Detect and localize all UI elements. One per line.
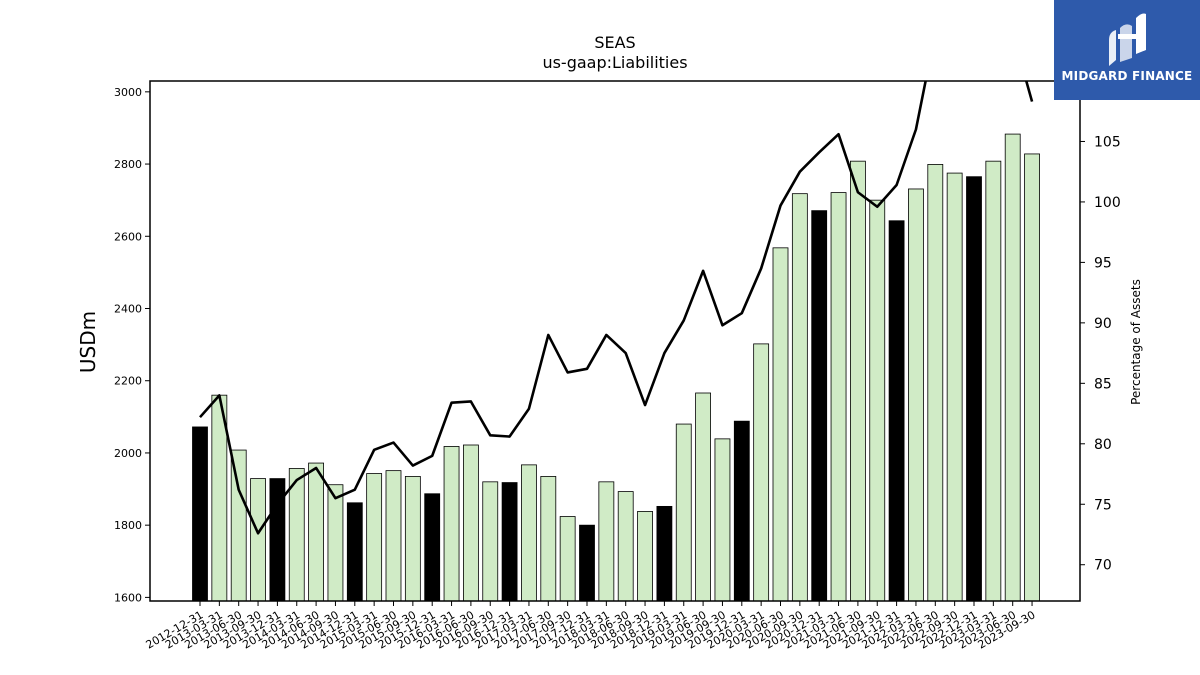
bar [714, 438, 731, 602]
bar [308, 462, 325, 602]
bar [230, 449, 247, 602]
midgard-finance-logo: MIDGARD FINANCE [1054, 0, 1200, 100]
line-layer [199, 81, 1034, 535]
bar [791, 193, 808, 602]
y2-tick-label: 105 [1094, 134, 1121, 150]
y2-tick-label: 100 [1094, 195, 1121, 211]
bar [559, 516, 576, 602]
bar [733, 420, 750, 602]
y-tick-label: 2200 [114, 375, 142, 388]
bar [385, 470, 402, 602]
bar [192, 426, 208, 602]
y2-tick-label: 70 [1094, 558, 1112, 574]
y-tick-label: 1800 [114, 519, 142, 532]
bar [366, 473, 383, 602]
y2-tick-label: 80 [1094, 437, 1112, 453]
y2-tick-label: 75 [1094, 497, 1112, 513]
bar [579, 524, 595, 602]
bar [753, 343, 770, 602]
bar [869, 199, 886, 602]
chart-subtitle: us-gaap:Liabilities [542, 53, 688, 72]
bar [675, 423, 692, 602]
bar [850, 160, 866, 602]
x-axis-ticks: 2012-12-312013-03-312013-06-302013-09-30… [144, 601, 1038, 652]
axes-layer [149, 80, 1081, 602]
bars-layer [192, 133, 1040, 602]
bar [598, 481, 615, 602]
bar [927, 164, 944, 602]
plot-frame [149, 80, 1081, 602]
logo-text: MIDGARD FINANCE [1061, 69, 1193, 83]
bar [346, 502, 363, 602]
bar [482, 481, 499, 602]
bar [501, 482, 518, 602]
bar [540, 476, 557, 602]
bar [404, 476, 421, 602]
y2-tick-label: 90 [1094, 316, 1112, 332]
y-tick-label: 2000 [114, 447, 142, 460]
bar [424, 493, 441, 602]
bar [811, 210, 828, 602]
y-axis-label: USDm [76, 311, 100, 373]
bar [772, 247, 789, 602]
y-tick-label: 3000 [114, 86, 142, 99]
y-tick-label: 2400 [114, 303, 142, 316]
bar [637, 511, 653, 602]
y-tick-label: 1600 [114, 591, 142, 604]
bar [908, 188, 924, 602]
bar [946, 172, 963, 602]
bar [1004, 133, 1021, 602]
bar [656, 505, 673, 602]
bar [617, 491, 634, 602]
bar [462, 444, 479, 602]
left-axis-ticks: 1600 1800 2000 2200 2400 2600 2800 3000 [114, 86, 150, 604]
y2-tick-label: 85 [1094, 376, 1112, 392]
right-axis-ticks: 70 75 80 85 90 95 100 105 [1080, 134, 1121, 574]
bar [443, 446, 460, 602]
y-tick-label: 2600 [114, 230, 142, 243]
y-tick-label: 2800 [114, 158, 142, 171]
y2-tick-label: 95 [1094, 255, 1112, 271]
bar [888, 220, 905, 602]
bar [521, 464, 537, 602]
bar [985, 160, 1002, 602]
percentage-line [199, 81, 1034, 535]
bar [1024, 153, 1040, 602]
bar [327, 484, 344, 602]
bar [250, 478, 266, 602]
logo-mark-icon [1109, 13, 1146, 66]
bar [830, 192, 847, 602]
chart-title: SEAS [594, 33, 636, 52]
bar [695, 392, 711, 602]
bar [966, 176, 982, 602]
y2-axis-label: Percentage of Assets [1129, 279, 1143, 405]
